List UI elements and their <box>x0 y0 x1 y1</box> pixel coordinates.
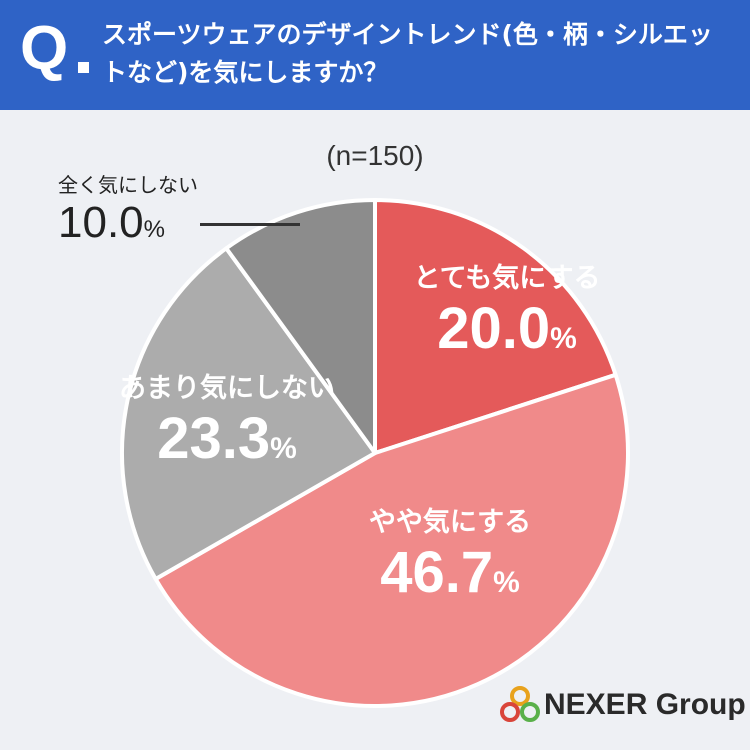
category-label: 全く気にしない <box>58 173 198 197</box>
label-very-concerned: とても気にする 20.0% <box>392 262 622 362</box>
label-not-concerned-at-all: 全く気にしない 10.0% <box>58 172 228 248</box>
question-header: Q スポーツウェアのデザイントレンド(色・柄・シルエットなど)を気にしますか？ <box>0 0 750 110</box>
percent-unit: % <box>493 566 520 599</box>
slice-somewhat-concerned <box>153 372 630 708</box>
question-dot <box>78 62 89 73</box>
company-logo-text: NEXER Group <box>544 688 746 721</box>
label-not-very-concerned: あまり気にしない 23.3% <box>102 372 352 472</box>
slice-not-very-concerned <box>120 246 377 582</box>
slice-not-concerned-at-all <box>224 198 377 455</box>
label-somewhat-concerned: やや気にする 46.7% <box>330 506 570 606</box>
percent-unit: % <box>550 322 577 355</box>
question-text: スポーツウェアのデザイントレンド(色・柄・シルエットなど)を気にしますか？ <box>102 20 713 87</box>
leader-line <box>200 223 300 226</box>
value-label: 23.3 <box>157 406 271 471</box>
percent-unit: % <box>143 216 165 243</box>
category-label: とても気にする <box>413 263 601 294</box>
question-mark: Q <box>20 14 69 83</box>
sample-size-label: (n=150) <box>326 140 424 171</box>
slice-very-concerned <box>373 198 618 455</box>
value-label: 10.0 <box>58 198 144 247</box>
category-label: やや気にする <box>368 507 532 538</box>
nexer-logo-icon <box>500 686 540 722</box>
category-label: あまり気にしない <box>119 373 335 404</box>
value-label: 20.0 <box>437 296 551 361</box>
value-label: 46.7 <box>380 540 494 605</box>
percent-unit: % <box>270 432 297 465</box>
